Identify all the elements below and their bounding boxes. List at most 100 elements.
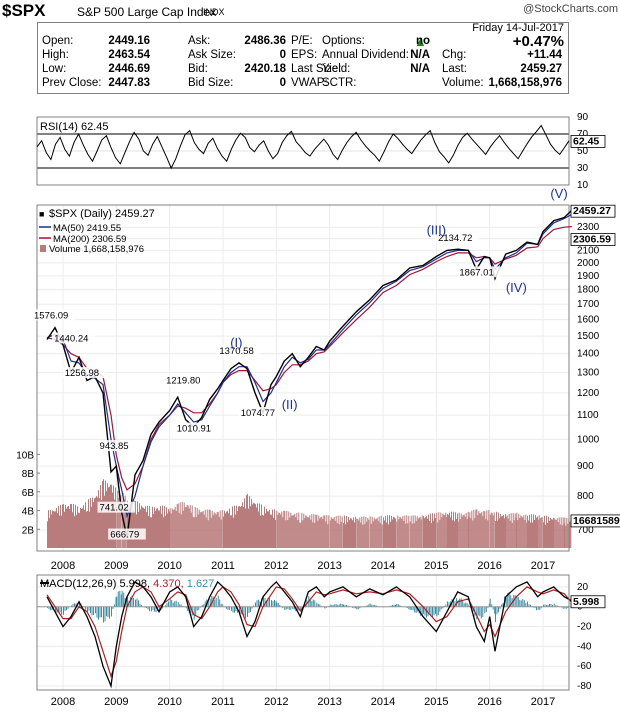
volume-bar xyxy=(106,491,107,548)
volume-bar xyxy=(363,516,365,548)
volume-tick-label: 10B xyxy=(16,450,34,461)
volume-bar xyxy=(259,503,260,548)
quote-date: Friday 14-Jul-2017 xyxy=(472,22,564,34)
macd-histogram-bar xyxy=(319,604,321,607)
open-value: 2449.16 xyxy=(108,35,150,47)
volume-bar xyxy=(274,509,275,548)
volume-bar xyxy=(201,512,203,548)
macd-histogram-bar xyxy=(288,606,290,610)
macd-x-tick-label: 2014 xyxy=(371,696,395,708)
macd-histogram-bar xyxy=(59,606,61,613)
volume-bar xyxy=(141,505,142,548)
macd-histogram-bar xyxy=(479,606,481,617)
macd-histogram-bar xyxy=(104,606,106,622)
volume-bar xyxy=(80,508,81,548)
volume-bar xyxy=(266,508,267,548)
volume-bar xyxy=(121,501,123,548)
last-size-label: Last Size: xyxy=(291,63,342,75)
macd-histogram-bar xyxy=(396,603,398,607)
volume-bar xyxy=(416,516,418,548)
macd-histogram-bar xyxy=(51,606,53,610)
macd-histogram-bar xyxy=(239,606,240,615)
volume-bar xyxy=(353,517,354,548)
volume-bar xyxy=(471,510,473,548)
volume-bar xyxy=(367,517,369,548)
ma200-value-label-box xyxy=(570,233,616,246)
bid-size-label: Bid Size: xyxy=(188,77,234,89)
volume-bar xyxy=(373,517,375,548)
macd-histogram-bar xyxy=(565,606,567,609)
volume-bar xyxy=(468,516,470,548)
ticker-symbol: $SPX xyxy=(2,1,46,20)
volume-bar xyxy=(430,513,431,548)
macd-histogram-bar xyxy=(165,605,166,607)
volume-bar xyxy=(58,506,59,548)
volume-bar xyxy=(153,514,154,548)
volume-bar xyxy=(423,515,424,548)
macd-histogram-bar xyxy=(484,606,486,614)
volume-bar xyxy=(481,511,483,548)
volume-bar xyxy=(175,511,177,548)
volume-bar xyxy=(176,504,178,548)
macd-histogram-bar xyxy=(111,606,112,617)
volume-bar xyxy=(434,513,435,548)
macd-histogram-bar xyxy=(332,605,334,607)
volume-bar xyxy=(475,509,477,548)
macd-histogram-bar xyxy=(371,604,373,607)
macd-title: MACD(12,26,9) 5.998, 4.370, 1.627 xyxy=(40,578,214,590)
volume-tick-label: 8B xyxy=(22,469,35,480)
volume-bar xyxy=(299,522,301,548)
exchange-label: INDX xyxy=(203,7,225,17)
volume-bar xyxy=(512,513,514,548)
macd-histogram-bar xyxy=(93,606,94,615)
macd-histogram-bar xyxy=(290,606,292,610)
macd-histogram-bar xyxy=(414,606,416,613)
macd-histogram-bar xyxy=(247,606,248,617)
volume-bar xyxy=(129,503,130,548)
volume-bar xyxy=(561,525,563,548)
volume-bar xyxy=(531,514,532,548)
macd-histogram-bar xyxy=(74,603,75,607)
volume-bar xyxy=(64,511,65,548)
volume-bar xyxy=(154,507,155,548)
volume-tick-label: 2B xyxy=(22,525,35,536)
macd-histogram-bar xyxy=(95,606,96,614)
volume-bar xyxy=(441,517,443,548)
volume-bar xyxy=(411,523,413,548)
volume-bar xyxy=(103,479,104,548)
volume-bar xyxy=(429,520,430,548)
macd-histogram-bar xyxy=(390,605,392,607)
volume-bar xyxy=(166,507,167,548)
volume-bar xyxy=(284,510,286,548)
price-tick-label: 2300 xyxy=(577,222,600,233)
macd-histogram-bar xyxy=(109,606,110,619)
macd-histogram-bar xyxy=(172,602,174,607)
price-annotation: 1867.01 xyxy=(459,267,493,278)
macd-last-value: 5.998 xyxy=(573,596,599,608)
macd-histogram-bar xyxy=(256,600,258,607)
volume-bar xyxy=(374,519,376,548)
price-tick-label: 1000 xyxy=(577,434,600,445)
volume-bar xyxy=(109,486,110,548)
volume-bar xyxy=(563,523,565,548)
volume-bar xyxy=(329,520,331,548)
volume-bar xyxy=(190,512,192,548)
macd-histogram-bar xyxy=(465,602,467,607)
volume-bar xyxy=(420,519,422,548)
volume-bar xyxy=(101,500,102,548)
volume-bar xyxy=(195,517,197,548)
volume-bar xyxy=(256,507,257,548)
volume-bar xyxy=(486,510,488,548)
macd-histogram-bar xyxy=(168,601,169,607)
volume-bar xyxy=(277,514,279,548)
volume-bar xyxy=(74,516,75,548)
volume-bar xyxy=(464,516,466,548)
volume-bar xyxy=(321,516,323,548)
low-value: 2446.69 xyxy=(108,63,150,75)
macd-histogram-bar xyxy=(117,591,119,607)
volume-bar xyxy=(152,506,153,548)
price-tick-label: 800 xyxy=(577,491,594,502)
volume-bar xyxy=(49,517,50,548)
volume-bar xyxy=(67,506,68,548)
